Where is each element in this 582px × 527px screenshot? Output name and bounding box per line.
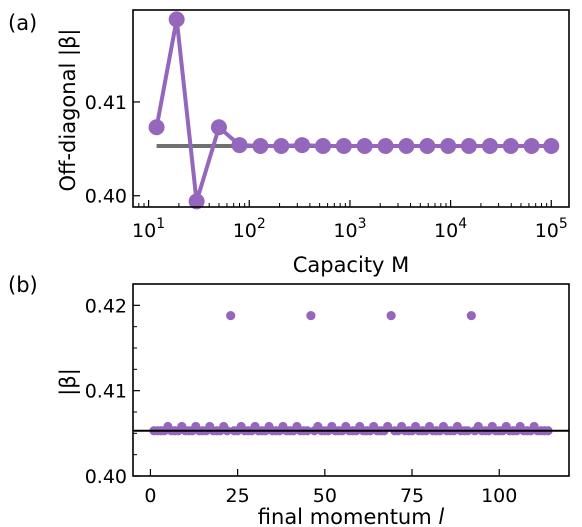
- panel-b-y-tick-label: 0.42: [85, 295, 127, 317]
- panel-a-y-tick-label: 0.40: [85, 186, 127, 208]
- panel-b-y-tick-label: 0.40: [85, 466, 127, 488]
- panel-a-data-point: [314, 138, 331, 155]
- panel-a-x-tick-label: 101: [132, 216, 165, 242]
- panel-a-frame: [132, 9, 570, 208]
- panel-a-data-point: [148, 119, 165, 136]
- panel-b-data-point: [226, 310, 236, 321]
- panel-b-data-point: [383, 421, 393, 432]
- panel-b-frame: [132, 283, 570, 477]
- panel-a-data-point: [231, 137, 248, 154]
- panel-a-series-line: [154, 17, 552, 204]
- panel-b-ticks: 0 25 50 75 100 0.40 0.41 0.42: [85, 295, 518, 507]
- panel-a-y-tick-label: 0.41: [85, 92, 127, 114]
- panel-b-data-point: [466, 310, 476, 321]
- panel-a-data-point: [398, 138, 415, 155]
- panel-a-label: (a): [8, 11, 37, 35]
- panel-b-x-axis-title-text: final momentum: [258, 505, 439, 527]
- panel-b-x-axis-title: final momentum l: [258, 505, 445, 527]
- panel-a-series: [148, 11, 560, 210]
- panel-a-x-tick-label: 104: [434, 216, 467, 242]
- panel-b-label: (b): [8, 273, 38, 297]
- panel-b-y-tick-label: 0.41: [85, 381, 127, 403]
- panel-a-data-point: [377, 138, 394, 155]
- panel-a-x-axis-title: Capacity M: [293, 253, 410, 277]
- panel-a-data-point: [523, 138, 540, 155]
- panel-a-x-tick-label: 103: [333, 216, 366, 242]
- panel-b-x-tick-label: 0: [144, 485, 156, 507]
- panel-a-data-point: [210, 119, 227, 136]
- panel-b-y-axis-title: |β|: [56, 368, 81, 396]
- panel-a-data-point: [460, 138, 477, 155]
- panel-b-x-tick-label: 25: [226, 485, 250, 507]
- panel-a-y-axis-title: Off-diagonal |β|: [56, 28, 81, 191]
- panel-b-data-point: [386, 310, 396, 321]
- panel-a-data-point: [335, 138, 352, 155]
- chart-panel-b: (b) final momentum l |β| 0 25 50 75 1000.400…: [8, 273, 570, 527]
- panel-b-x-tick-label: 100: [481, 485, 517, 507]
- panel-a-ticks: 101 102 103 104 105 0.40 0.41: [85, 92, 568, 242]
- panel-a-x-tick-label: 105: [535, 216, 568, 242]
- panel-b-data-point: [306, 310, 316, 321]
- panel-a-x-tick-label: 102: [233, 216, 266, 242]
- chart-panel-a: (a) Capacity M Off-diagonal |β| 101 102 10…: [8, 9, 570, 277]
- panel-a-data-point: [440, 138, 457, 155]
- panel-a-data-point: [294, 137, 311, 154]
- panel-a-data-point: [168, 11, 185, 28]
- panel-a-data-point: [502, 138, 519, 155]
- panel-a-data-point: [481, 138, 498, 155]
- panel-a-data-point: [356, 138, 373, 155]
- panel-b-x-tick-label: 75: [400, 485, 424, 507]
- panel-b-x-tick-label: 50: [313, 485, 337, 507]
- panel-a-data-point: [252, 138, 269, 155]
- panel-b-series: [149, 310, 553, 436]
- panel-a-data-point: [188, 193, 205, 210]
- panel-a-data-point: [543, 138, 560, 155]
- panel-a-data-point: [273, 138, 290, 155]
- panel-a-data-point: [419, 138, 436, 155]
- panel-b-x-axis-title-variable: l: [438, 505, 444, 527]
